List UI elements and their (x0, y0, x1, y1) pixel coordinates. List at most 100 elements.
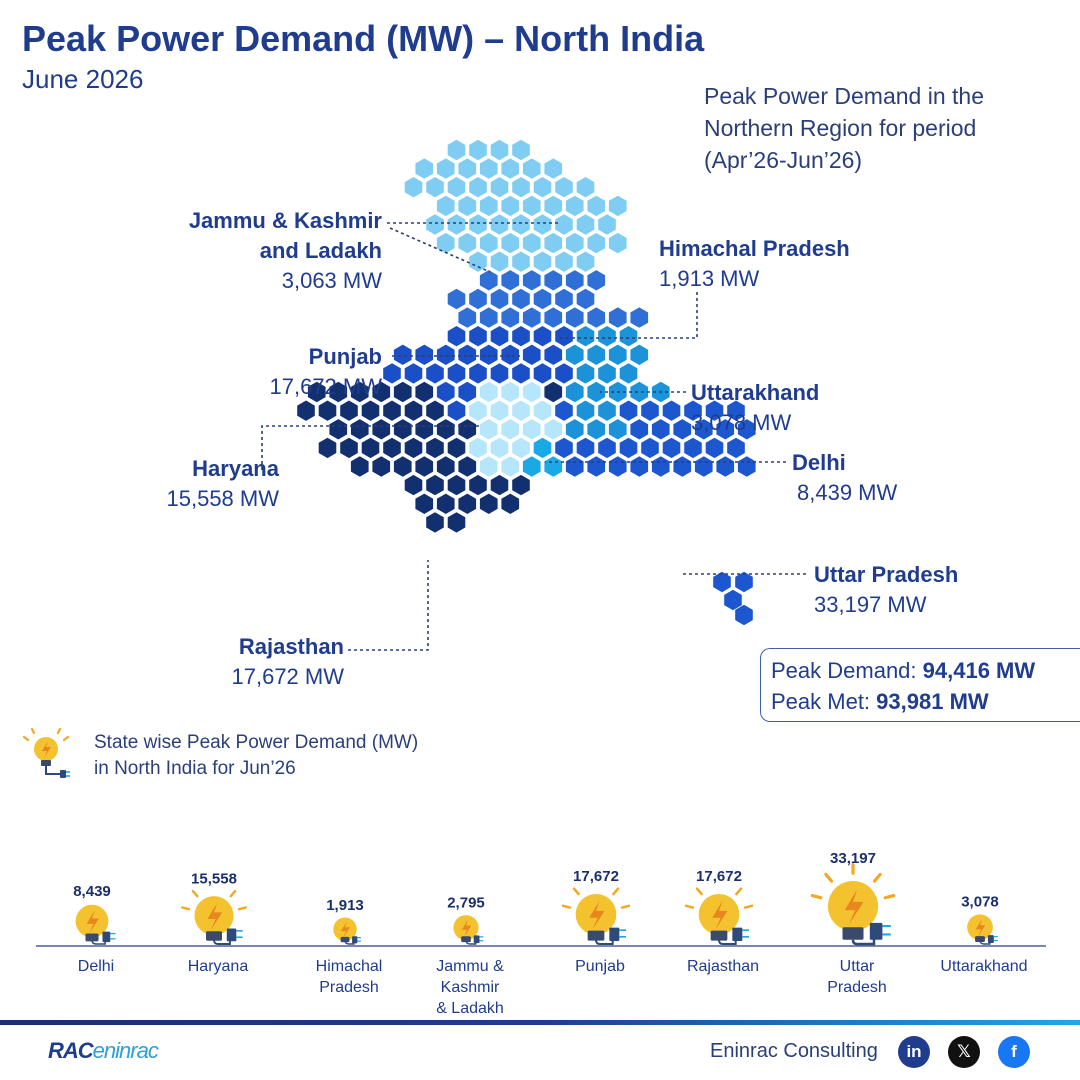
bulb-mark (810, 862, 896, 946)
hex-jk (587, 232, 606, 254)
hex-up (619, 437, 638, 459)
hex-jk (576, 177, 595, 198)
hex-up (694, 419, 713, 440)
hex-jk (608, 195, 627, 217)
category-label: Punjab (575, 958, 625, 975)
hex-uttarakhand (576, 326, 595, 347)
hex-uttarakhand (576, 363, 595, 384)
hex-jk (555, 177, 573, 198)
hex-rajasthan (350, 456, 369, 477)
hex-rajasthan (404, 474, 423, 496)
hex-rajasthan (318, 400, 337, 421)
bulb-mark (684, 887, 754, 946)
hex-rajasthan (340, 400, 358, 421)
label-haryana: Haryana 15,558 MW (166, 456, 280, 511)
hex-haryana (426, 363, 444, 384)
hex-hp (587, 307, 606, 328)
hex-up (727, 400, 745, 421)
value-label: 1,913 (326, 897, 364, 914)
hex-jk (512, 177, 530, 198)
bulb-icon (22, 728, 70, 778)
hex-up (555, 437, 573, 459)
hex-hp (479, 307, 498, 328)
peak-met: Peak Met: 93,981 MW (771, 689, 989, 714)
hex-rajasthan (350, 419, 369, 440)
hex-haryana (436, 381, 455, 403)
hex-uttarakhand (587, 419, 606, 440)
hex-up (694, 456, 713, 477)
hex-rajasthan (426, 512, 444, 533)
hex-rajasthan (544, 381, 563, 403)
hex-jk (436, 232, 455, 254)
hex-rajasthan (469, 474, 487, 496)
map-caption-line: Northern Region for period (704, 115, 977, 141)
value-label: 2,795 (447, 894, 485, 911)
hex-rajasthan (458, 419, 477, 440)
hex-hp (458, 307, 477, 328)
hex-punjab (522, 419, 541, 440)
hex-jk (469, 214, 487, 235)
hex-hp (565, 270, 584, 291)
hex-jk (479, 232, 498, 254)
hex-punjab (512, 437, 530, 459)
hex-jk (490, 251, 509, 272)
hex-haryana (501, 344, 520, 365)
hex-punjab (501, 381, 520, 403)
hex-punjab (479, 456, 498, 477)
hex-haryana (404, 363, 423, 384)
hex-up (641, 400, 659, 421)
hex-up (727, 437, 745, 459)
page-title: Peak Power Demand (MW) – North India (22, 18, 705, 59)
hex-up (716, 456, 735, 477)
hex-jk (415, 158, 434, 179)
label-himachal-pradesh: Himachal Pradesh 1,913 MW (659, 236, 850, 291)
hex-hp (544, 307, 563, 328)
hex-rajasthan (426, 474, 444, 496)
value-label: 15,558 (191, 870, 237, 887)
category-label: Himachal Pradesh (315, 958, 383, 996)
hex-jk (512, 139, 530, 161)
hex-jk (426, 177, 444, 198)
facebook-icon[interactable]: f (998, 1036, 1030, 1068)
hex-uttarakhand (608, 419, 627, 440)
hex-haryana (490, 326, 509, 347)
hex-up (641, 437, 659, 459)
hex-uttarakhand (587, 344, 606, 365)
hex-rajasthan (393, 419, 412, 440)
page-subtitle: June 2026 (22, 64, 144, 94)
hex-punjab (512, 400, 530, 421)
hex-up (684, 437, 702, 459)
linkedin-icon[interactable]: in (898, 1036, 930, 1068)
hex-hp (469, 288, 487, 310)
x-icon[interactable]: 𝕏 (948, 1036, 980, 1068)
hex-jk (555, 214, 573, 235)
hex-uttarakhand (619, 363, 638, 384)
hex-jk (436, 158, 455, 179)
hex-punjab (533, 400, 552, 421)
hex-jk (469, 139, 487, 161)
hex-rajasthan (426, 400, 444, 421)
value-label: 33,197 (830, 850, 876, 867)
hex-punjab (501, 456, 520, 477)
hex-hp (608, 307, 627, 328)
hex-up (630, 419, 649, 440)
bar-chart-caption: State wise Peak Power Demand (MW) in Nor… (94, 732, 419, 779)
hex-up (735, 604, 753, 626)
hex-jk (576, 214, 595, 235)
hex-haryana (393, 344, 412, 365)
hex-uttarakhand (598, 363, 616, 384)
hex-haryana (447, 400, 466, 421)
hex-jk (458, 232, 477, 254)
hex-up (724, 589, 742, 611)
hex-haryana (415, 344, 434, 365)
hex-up (673, 456, 692, 477)
value-label: 17,672 (696, 868, 742, 885)
hex-jk (576, 251, 595, 272)
hex-jk (587, 195, 606, 217)
hex-rajasthan (415, 493, 434, 514)
hex-up (705, 437, 724, 459)
hex-jk (533, 251, 552, 272)
hex-haryana (447, 363, 466, 384)
hex-jk (447, 214, 466, 235)
company-name: Eninrac Consulting (710, 1040, 878, 1062)
